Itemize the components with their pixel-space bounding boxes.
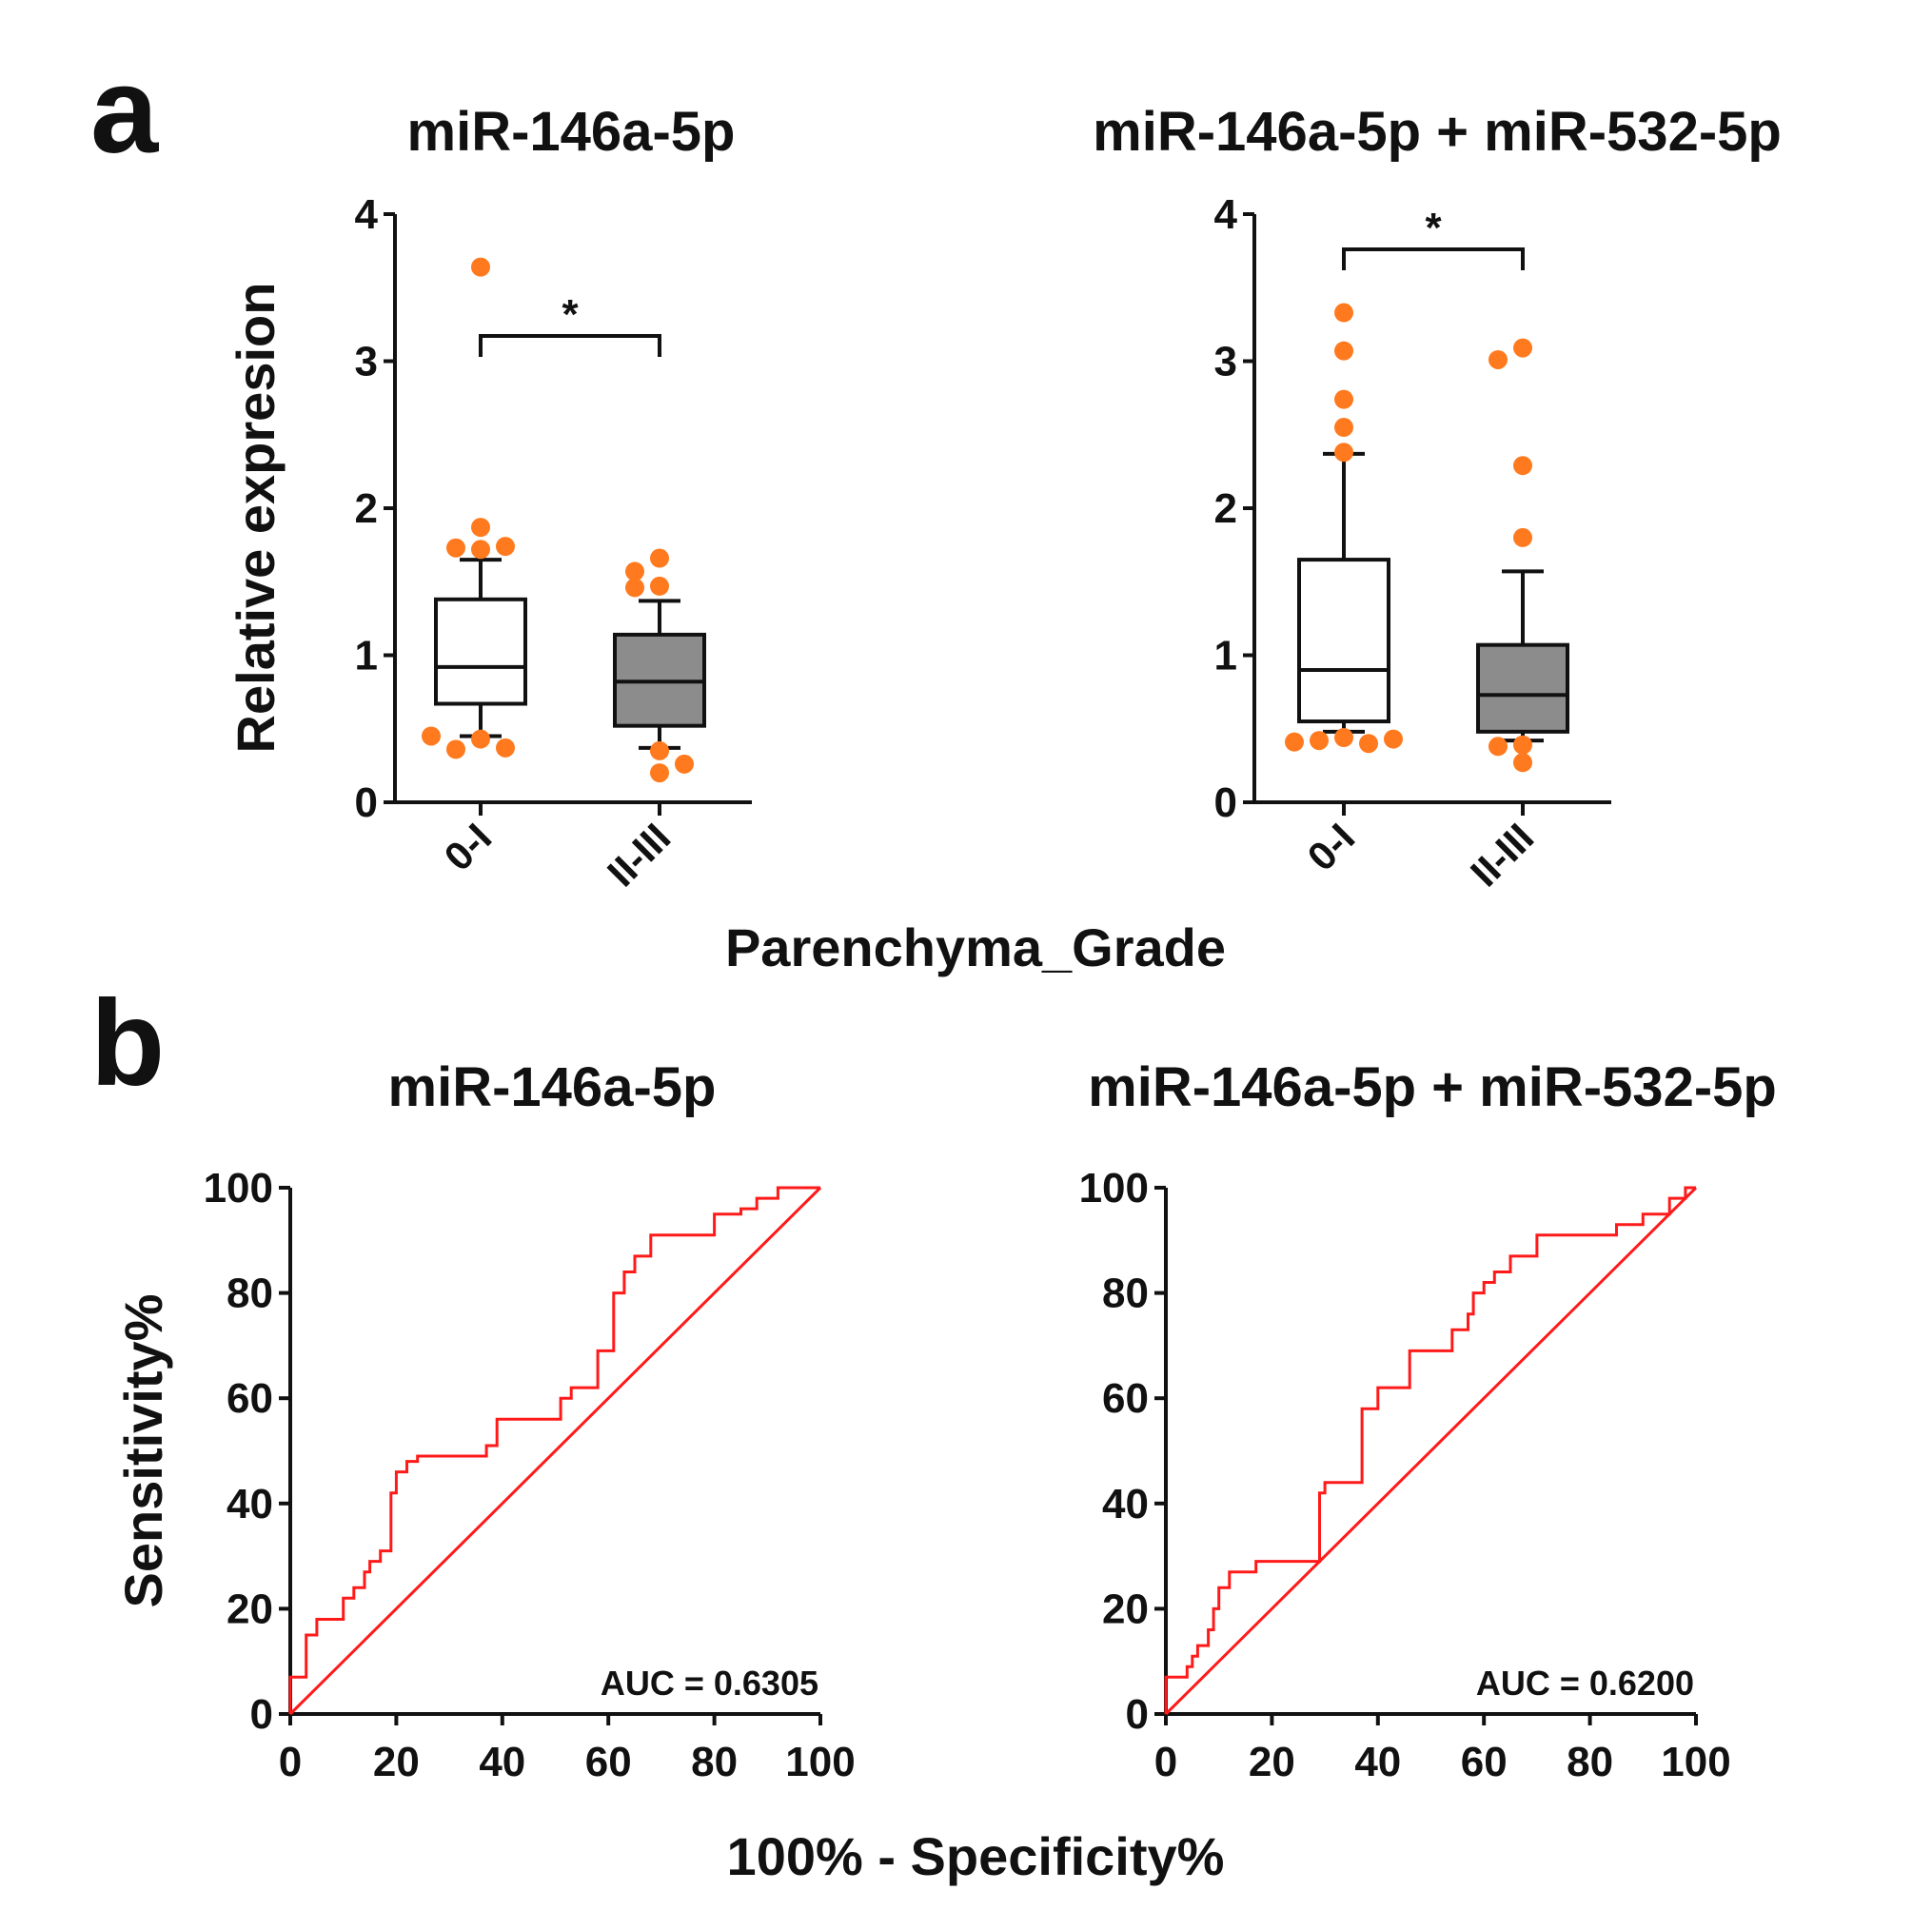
box-iqr <box>434 597 527 706</box>
outlier-point <box>1513 338 1532 358</box>
y-tick-label: 2 <box>355 485 378 532</box>
roc-x-axis-label: 100% - Specificity% <box>727 1826 1225 1886</box>
outlier-point <box>1513 735 1532 755</box>
outlier-point <box>471 729 490 749</box>
outlier-point <box>675 754 694 774</box>
outlier-point <box>496 537 515 557</box>
outlier-point <box>650 548 669 568</box>
y-tick-label: 20 <box>227 1586 273 1632</box>
outlier-point <box>1359 734 1378 754</box>
x-tick-label: 0 <box>279 1739 302 1785</box>
x-tick-label: 100 <box>1661 1739 1730 1785</box>
reference-diagonal <box>1164 1186 1698 1716</box>
boxplot-mir146a: miR-146a-5p Relative expresion 0 1 2 3 4 0-I II-… <box>226 101 752 896</box>
y-tick-label: 0 <box>355 779 378 826</box>
x-tick-label: 60 <box>1461 1739 1508 1785</box>
y-tick-label: 0 <box>250 1691 273 1738</box>
y-axis-label: Sensitivity% <box>113 1294 173 1608</box>
roc-mir146a: miR-146a-5p Sensitivity% 0 20 40 60 80 100 0 20 40… <box>113 1056 856 1785</box>
outlier-point <box>1488 737 1508 757</box>
x-tick-label: II-III <box>1462 815 1542 895</box>
x-tick-label: II-III <box>599 815 679 895</box>
x-tick-label: 100 <box>785 1739 855 1785</box>
x-tick-label: 40 <box>1354 1739 1401 1785</box>
roc-curve <box>1164 1186 1696 1714</box>
x-tick-label: 0-I <box>435 815 500 879</box>
y-tick-label: 2 <box>1214 485 1237 532</box>
y-tick-label: 100 <box>1079 1165 1149 1212</box>
y-tick-label: 60 <box>227 1375 273 1422</box>
panel-b-letter: b <box>90 975 165 1112</box>
x-tick-label: 40 <box>479 1739 525 1785</box>
outlier-point <box>1513 753 1532 773</box>
outlier-point <box>1513 527 1532 547</box>
y-tick-label: 4 <box>355 191 379 238</box>
outlier-point <box>625 578 644 598</box>
outlier-point <box>650 763 669 783</box>
outlier-point <box>1334 303 1353 323</box>
auc-annotation: AUC = 0.6200 <box>1476 1664 1694 1703</box>
roc-curve <box>288 1186 820 1714</box>
outlier-point <box>1384 729 1403 749</box>
x-tick-label: 0 <box>1154 1739 1177 1785</box>
outlier-point <box>1334 728 1353 748</box>
y-tick-label: 80 <box>1102 1271 1149 1317</box>
chart-title: miR-146a-5p + miR-532-5p <box>1093 101 1782 163</box>
x-tick-label: 60 <box>585 1739 632 1785</box>
outlier-point <box>1334 341 1353 361</box>
y-axis-label: Relative expresion <box>226 283 286 754</box>
y-tick-label: 3 <box>355 339 378 385</box>
outlier-point <box>1310 731 1329 751</box>
y-tick-label: 3 <box>1214 339 1237 385</box>
y-tick-label: 1 <box>355 633 378 680</box>
outlier-point <box>1488 349 1508 369</box>
x-tick-label: 20 <box>1249 1739 1295 1785</box>
panel-a-letter: a <box>90 43 159 179</box>
y-tick-label: 80 <box>227 1271 273 1317</box>
outlier-point <box>471 540 490 560</box>
y-tick-label: 100 <box>204 1165 273 1212</box>
y-tick-label: 20 <box>1102 1586 1149 1632</box>
outlier-point <box>1334 389 1353 409</box>
boxplot-x-axis-label: Parenchyma_Grade <box>725 917 1226 977</box>
x-tick-label: 0-I <box>1298 815 1363 879</box>
box-iqr <box>1476 642 1569 734</box>
outlier-point <box>1285 732 1304 752</box>
y-tick-label: 60 <box>1102 1375 1149 1422</box>
x-tick-label: 80 <box>691 1739 738 1785</box>
outlier-point <box>1334 443 1353 463</box>
outlier-point <box>650 576 669 596</box>
outlier-point <box>1513 456 1532 476</box>
chart-title: miR-146a-5p + miR-532-5p <box>1088 1056 1777 1118</box>
significance-bracket <box>1342 247 1525 270</box>
auc-annotation: AUC = 0.6305 <box>601 1664 818 1703</box>
chart-title: miR-146a-5p <box>388 1056 717 1118</box>
y-tick-label: 40 <box>1102 1481 1149 1527</box>
y-tick-label: 0 <box>1214 779 1237 826</box>
boxplot-mir146a-mir532: miR-146a-5p + miR-532-5p 0 1 2 3 4 0-I II-III * <box>1093 101 1782 896</box>
box-iqr <box>1297 558 1390 724</box>
outlier-point <box>446 538 465 558</box>
outlier-point <box>422 726 441 746</box>
significance-bracket <box>479 334 661 357</box>
outlier-point <box>625 561 644 581</box>
significance-star: * <box>562 291 579 338</box>
roc-mir146a-mir532: miR-146a-5p + miR-532-5p 0 20 40 60 80 100 0 20 4… <box>1079 1056 1777 1785</box>
outlier-point <box>471 518 490 538</box>
outlier-point <box>1334 418 1353 438</box>
y-tick-label: 1 <box>1214 633 1237 680</box>
outlier-point <box>446 739 465 759</box>
outlier-point <box>471 257 490 277</box>
x-tick-label: 20 <box>373 1739 420 1785</box>
chart-title: miR-146a-5p <box>407 101 736 163</box>
outlier-point <box>496 738 515 758</box>
y-tick-label: 4 <box>1214 191 1238 238</box>
y-tick-label: 0 <box>1126 1691 1149 1738</box>
outlier-point <box>650 740 669 760</box>
y-tick-label: 40 <box>227 1481 273 1527</box>
reference-diagonal <box>288 1186 822 1716</box>
x-tick-label: 80 <box>1567 1739 1613 1785</box>
significance-star: * <box>1425 205 1442 251</box>
